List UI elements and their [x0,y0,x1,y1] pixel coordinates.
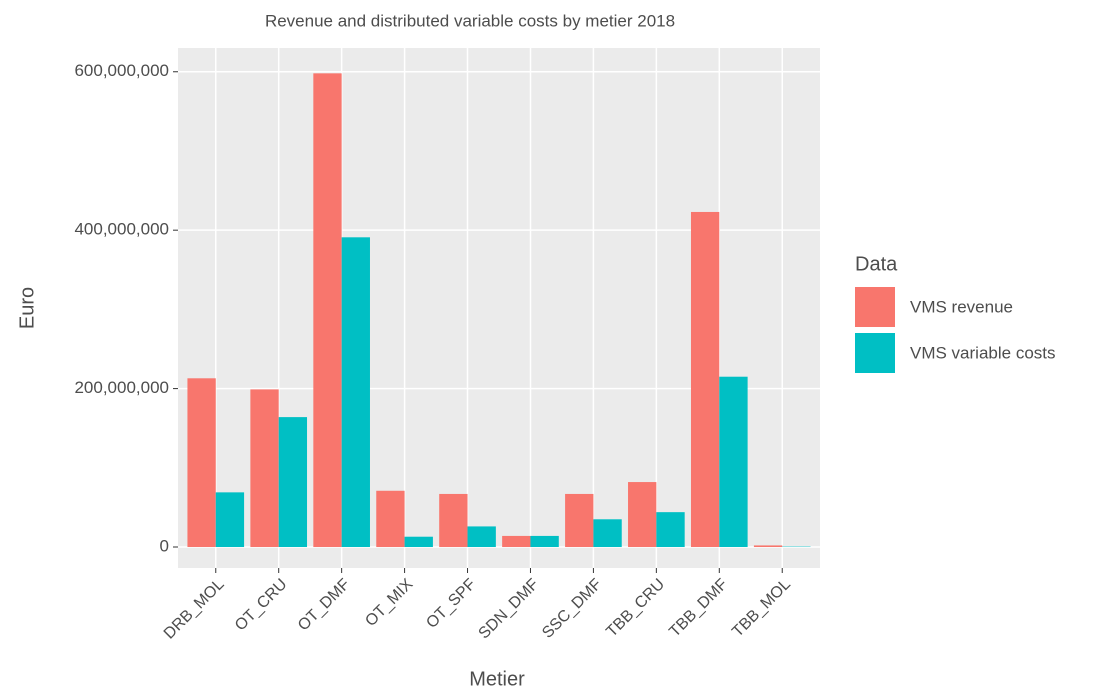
legend-key [855,333,895,373]
bar [753,545,783,548]
x-tick-label: DRB_MOL [161,576,228,643]
bar [565,493,594,548]
y-tick-label: 200,000,000 [74,378,169,397]
x-tick-label: OT_DMF [295,576,354,635]
y-axis-title: Euro [16,287,38,329]
bar [656,512,685,548]
bar [719,376,748,548]
legend-label: VMS variable costs [910,343,1056,362]
bar [404,536,433,548]
y-tick-label: 400,000,000 [74,220,169,239]
legend-label: VMS revenue [910,297,1013,316]
legend-title: Data [855,253,898,275]
x-tick-label: SDN_DMF [476,576,543,643]
x-tick-label: OT_CRU [232,576,291,635]
x-tick-label: TBB_CRU [603,576,668,641]
legend-key [855,287,895,327]
x-tick-label: OT_MIX [362,576,416,630]
chart-title: Revenue and distributed variable costs b… [265,11,675,30]
bar [593,519,622,548]
y-tick-label: 600,000,000 [74,61,169,80]
bar [376,490,405,548]
x-tick-label: OT_SPF [423,576,479,632]
bar [215,492,245,548]
x-tick-label: TBB_DMF [666,576,731,641]
bar [313,73,342,548]
x-axis-title: Metier [469,668,525,690]
x-tick-label: TBB_MOL [729,576,794,641]
bar [502,535,531,548]
bar [530,535,559,548]
bar [690,211,720,548]
bar [278,417,308,548]
y-tick-label: 0 [160,536,169,555]
bar [439,493,468,548]
bar [467,526,496,548]
bar [628,482,657,548]
x-tick-label: SSC_DMF [539,576,605,642]
bar [187,378,216,548]
bar [341,237,370,548]
bar [250,389,279,548]
